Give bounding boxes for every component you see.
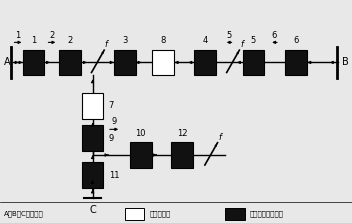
Text: 10: 10 <box>136 129 146 138</box>
Text: B: B <box>341 58 348 67</box>
Bar <box>130 142 152 168</box>
Text: 2: 2 <box>49 31 55 40</box>
Text: 联络开关：: 联络开关： <box>150 211 171 217</box>
Text: 8: 8 <box>160 36 166 45</box>
Bar <box>125 208 144 220</box>
Bar <box>285 50 307 75</box>
Text: f: f <box>218 133 221 142</box>
Text: C: C <box>89 205 96 215</box>
Bar <box>114 50 136 75</box>
Bar <box>59 50 81 75</box>
Text: 2: 2 <box>68 36 73 45</box>
Text: 9: 9 <box>112 117 117 126</box>
Bar <box>243 50 264 75</box>
Text: 4: 4 <box>202 36 207 45</box>
Bar <box>82 125 103 151</box>
Text: f: f <box>240 40 243 49</box>
Text: 1: 1 <box>31 36 36 45</box>
Text: 11: 11 <box>109 171 119 180</box>
Text: 6: 6 <box>272 31 277 40</box>
Text: f: f <box>105 40 108 49</box>
Text: 7: 7 <box>109 101 114 110</box>
Bar <box>225 208 245 220</box>
Text: 12: 12 <box>177 129 187 138</box>
Bar <box>194 50 216 75</box>
Bar <box>82 93 103 119</box>
Text: 5: 5 <box>227 31 232 40</box>
Text: A、B、C电源点：: A、B、C电源点： <box>4 211 43 217</box>
Text: A: A <box>4 58 10 67</box>
Bar <box>171 142 193 168</box>
Text: 3: 3 <box>122 36 128 45</box>
Bar <box>152 50 174 75</box>
Text: 6: 6 <box>293 36 298 45</box>
Bar <box>23 50 44 75</box>
Text: 5: 5 <box>251 36 256 45</box>
Bar <box>82 162 103 188</box>
Text: 9: 9 <box>109 134 114 143</box>
Text: 1: 1 <box>15 31 20 40</box>
Text: 分段开关或断路器: 分段开关或断路器 <box>250 211 284 217</box>
